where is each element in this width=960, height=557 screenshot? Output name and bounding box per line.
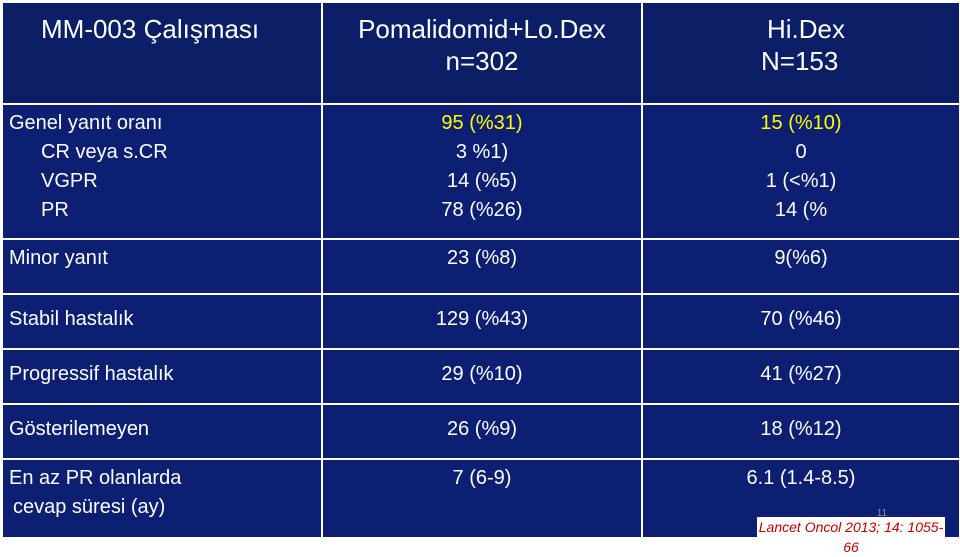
label-cr-scr: CR veya s.CR <box>41 141 168 163</box>
value-vgpr-hidex: 1 (<%1) <box>765 170 837 192</box>
results-table: MM-003 Çalışması Pomalidomid+Lo.Dex n=30… <box>1 1 960 539</box>
cell-not-evaluable-pom: 26 (%9) <box>321 403 643 460</box>
value-stable-hidex: 70 (%46) <box>760 308 842 330</box>
value-orr-pom: 95 (%31) <box>441 112 523 134</box>
cell-overall-response-hidex: 15 (%10) 0 1 (<%1) 14 (% <box>641 103 960 240</box>
table-row-response-duration: En az PR olanlarda cevap süresi (ay) 7 (… <box>1 458 960 539</box>
value-cr-hidex: 0 <box>795 141 807 163</box>
row-label-minor-response: Minor yanıt <box>1 238 323 295</box>
label-response-duration-1: En az PR olanlarda <box>9 467 182 489</box>
label-overall-response: Genel yanıt oranı <box>9 112 163 134</box>
header-study-name: MM-003 Çalışması <box>1 1 323 105</box>
label-stable-disease: Stabil hastalık <box>9 308 134 330</box>
header-col2-n: n=302 <box>445 46 519 76</box>
cell-minor-response-hidex: 9(%6) <box>641 238 960 295</box>
cell-stable-disease-hidex: 70 (%46) <box>641 293 960 350</box>
label-progressive-disease: Progressif hastalık <box>9 363 174 385</box>
value-cr-pom: 3 %1) <box>455 141 509 163</box>
label-response-duration-2: cevap süresi (ay) <box>13 496 166 518</box>
value-duration-pom: 7 (6-9) <box>452 467 512 489</box>
table-row-overall-response: Genel yanıt oranı CR veya s.CR VGPR PR 9… <box>1 103 960 240</box>
value-pr-hidex: 14 (% <box>774 199 828 221</box>
citation: Lancet Oncol 2013; 14: 1055-66 <box>757 517 945 555</box>
header-row: MM-003 Çalışması Pomalidomid+Lo.Dex n=30… <box>1 1 960 105</box>
cell-not-evaluable-hidex: 18 (%12) <box>641 403 960 460</box>
value-stable-pom: 129 (%43) <box>435 308 529 330</box>
cell-progressive-disease-hidex: 41 (%27) <box>641 348 960 405</box>
cell-overall-response-pom: 95 (%31) 3 %1) 14 (%5) 78 (%26) <box>321 103 643 240</box>
value-pr-pom: 78 (%26) <box>441 199 523 221</box>
header-pomalidomide-arm: Pomalidomid+Lo.Dex n=302 <box>321 1 643 105</box>
row-label-response-duration: En az PR olanlarda cevap süresi (ay) <box>1 458 323 539</box>
label-minor-response: Minor yanıt <box>9 247 108 269</box>
header-col2-title: Pomalidomid+Lo.Dex <box>358 14 606 44</box>
value-duration-hidex: 6.1 (1.4-8.5) <box>746 467 856 489</box>
header-col3-n: N=153 <box>761 46 839 76</box>
value-not-evaluable-hidex: 18 (%12) <box>760 418 842 440</box>
cell-stable-disease-pom: 129 (%43) <box>321 293 643 350</box>
header-hidex-arm: Hi.Dex N=153 <box>641 1 960 105</box>
slide-number: 11 <box>876 508 888 519</box>
value-vgpr-pom: 14 (%5) <box>446 170 518 192</box>
table-row-stable-disease: Stabil hastalık 129 (%43) 70 (%46) <box>1 293 960 350</box>
label-pr: PR <box>41 199 69 221</box>
row-label-overall-response: Genel yanıt oranı CR veya s.CR VGPR PR <box>1 103 323 240</box>
value-orr-hidex: 15 (%10) <box>760 112 842 134</box>
value-minor-hidex: 9(%6) <box>774 247 828 269</box>
row-label-not-evaluable: Gösterilemeyen <box>1 403 323 460</box>
table-row-minor-response: Minor yanıt 23 (%8) 9(%6) <box>1 238 960 295</box>
cell-response-duration-pom: 7 (6-9) <box>321 458 643 539</box>
table-row-not-evaluable: Gösterilemeyen 26 (%9) 18 (%12) <box>1 403 960 460</box>
value-progressive-hidex: 41 (%27) <box>760 363 842 385</box>
value-progressive-pom: 29 (%10) <box>441 363 523 385</box>
table-row-progressive-disease: Progressif hastalık 29 (%10) 41 (%27) <box>1 348 960 405</box>
row-label-progressive-disease: Progressif hastalık <box>1 348 323 405</box>
value-minor-pom: 23 (%8) <box>446 247 518 269</box>
label-not-evaluable: Gösterilemeyen <box>9 418 150 440</box>
cell-progressive-disease-pom: 29 (%10) <box>321 348 643 405</box>
header-col3-title: Hi.Dex <box>767 14 846 44</box>
header-study-label: MM-003 Çalışması <box>41 14 260 44</box>
cell-minor-response-pom: 23 (%8) <box>321 238 643 295</box>
row-label-stable-disease: Stabil hastalık <box>1 293 323 350</box>
label-vgpr: VGPR <box>41 170 98 192</box>
value-not-evaluable-pom: 26 (%9) <box>446 418 518 440</box>
